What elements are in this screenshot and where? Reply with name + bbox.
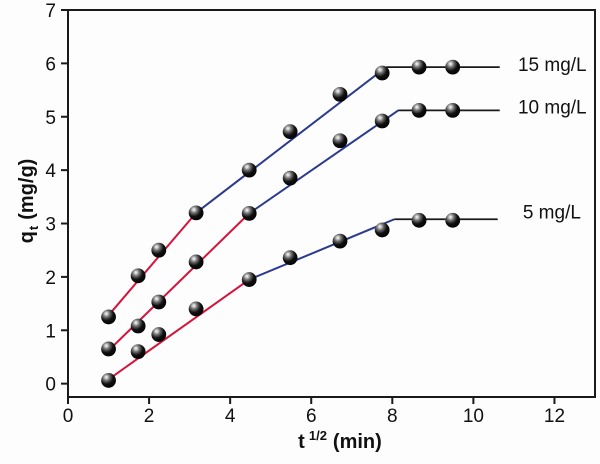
data-point-marker [151,327,167,342]
series-label: 5 mg/L [523,202,581,223]
data-point-marker [241,205,257,221]
y-tick-label: 1 [45,321,56,342]
data-point-marker [101,309,116,325]
y-tick-label: 4 [45,161,56,182]
series-label: 10 mg/L [518,98,587,119]
data-point-marker [101,341,116,357]
x-tick-label: 0 [63,406,74,427]
data-point-marker [151,242,167,258]
y-tick-label: 5 [45,108,56,129]
data-point-marker [188,205,204,221]
x-axis-title-units: (min) [332,431,382,453]
x-tick-label: 2 [144,406,155,427]
data-point-marker [332,86,348,102]
data-point-marker [445,59,461,75]
data-point-marker [130,318,146,334]
data-point-marker [374,65,390,81]
series-label: 15 mg/L [518,55,587,76]
data-point-marker [411,102,427,118]
data-point-marker [445,212,461,228]
y-axis-title-units: (mg/g) [16,158,38,220]
data-point-marker [332,133,348,149]
y-tick-label: 6 [45,54,56,75]
data-point-marker [151,294,167,310]
data-point-marker [282,124,298,140]
y-tick-label: 7 [45,1,56,22]
series-red-fit-line [107,212,197,316]
series-blue-fit-line [195,66,387,214]
data-point-marker [241,162,257,178]
x-tick-label: 10 [463,406,484,427]
series-blue-fit-line [248,218,395,281]
data-point-marker [188,254,204,270]
y-axis-title-base: q [16,231,38,244]
data-point-marker [411,59,427,75]
y-tick-label: 3 [45,215,56,236]
x-tick-label: 8 [387,406,398,427]
data-point-marker [411,212,427,228]
data-point-marker [282,170,298,186]
x-axis-title: t 1/2 (min) [298,428,382,456]
x-tick-label: 6 [306,406,317,427]
data-point-marker [241,272,257,287]
data-point-marker [445,102,461,118]
data-point-marker [188,301,204,317]
y-tick-label: 0 [45,375,56,396]
data-point-marker [374,113,390,129]
data-point-marker [374,222,390,238]
plot-frame [67,9,596,398]
data-point-marker [130,268,146,284]
x-tick-label: 12 [544,406,565,427]
series-red-fit-line [107,278,250,381]
x-tick-label: 4 [225,406,236,427]
data-point-marker [332,233,348,249]
series-blue-fit-line [248,109,399,215]
x-axis-title-superscript: 1/2 [308,428,327,443]
data-point-marker [282,250,298,266]
data-point-marker [130,344,146,360]
x-axis-title-base: t [298,431,305,453]
y-axis-title-subscript: t [26,225,41,231]
y-tick-label: 2 [45,268,56,289]
y-axis-title: qt (mg/g) [15,101,41,301]
data-point-marker [101,373,116,388]
